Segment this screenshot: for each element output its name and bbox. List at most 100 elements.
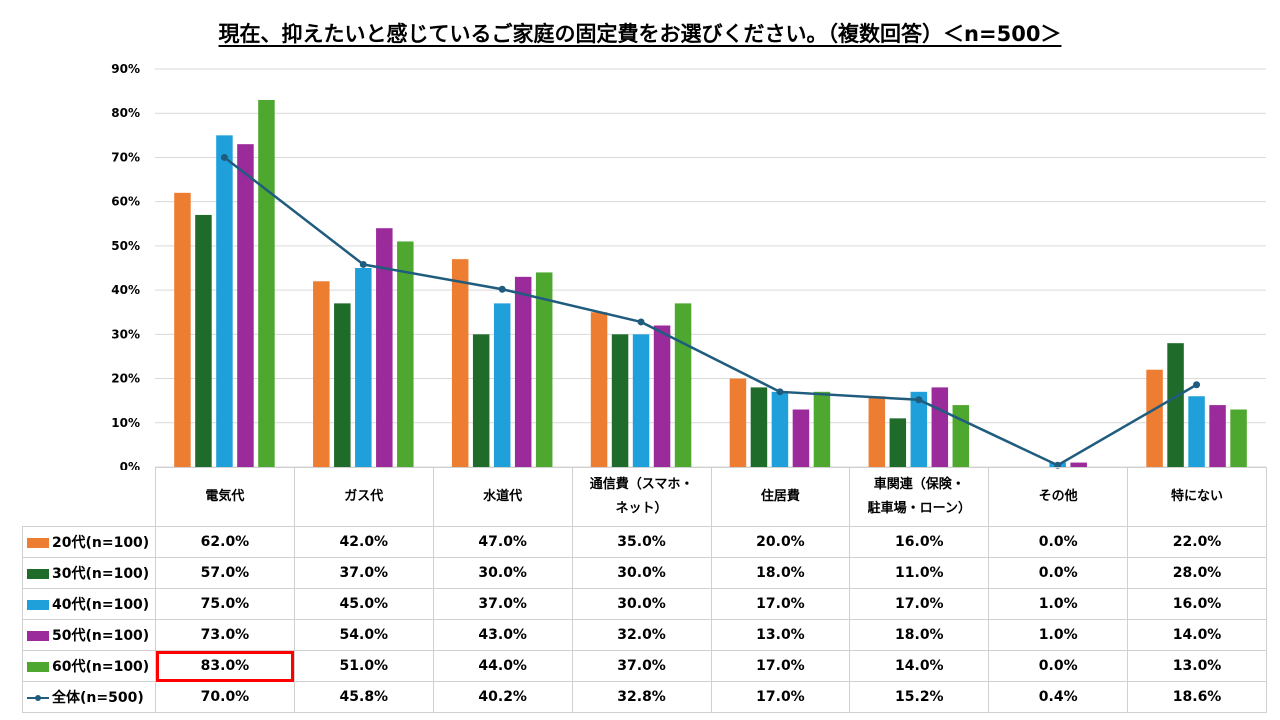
bar bbox=[313, 281, 330, 467]
legend-key bbox=[27, 600, 49, 610]
bar bbox=[493, 303, 511, 467]
line-point bbox=[637, 318, 645, 326]
bar bbox=[216, 135, 233, 468]
bar bbox=[611, 334, 629, 467]
legend-label: 20代(n=100) bbox=[52, 535, 150, 551]
data-label: 45.8% bbox=[293, 681, 434, 713]
bar bbox=[1146, 369, 1163, 467]
data-label: 13.0% bbox=[1127, 650, 1267, 682]
data-label: 13.0% bbox=[710, 619, 851, 651]
line-point bbox=[220, 153, 228, 161]
data-label: 51.0% bbox=[293, 650, 434, 682]
bar bbox=[729, 378, 747, 467]
y-tick-label: 50% bbox=[111, 239, 140, 253]
data-label: 70.0% bbox=[155, 681, 295, 713]
bar bbox=[174, 192, 191, 468]
bar bbox=[792, 409, 810, 467]
bar bbox=[952, 405, 970, 467]
y-tick-label: 60% bbox=[111, 195, 140, 209]
data-label: 30.0% bbox=[432, 557, 573, 589]
bar bbox=[632, 334, 650, 467]
data-label: 14.0% bbox=[1127, 619, 1267, 651]
data-label: 37.0% bbox=[571, 650, 712, 682]
data-label: 42.0% bbox=[293, 526, 434, 558]
y-tick-label: 30% bbox=[111, 327, 140, 341]
legend-key bbox=[27, 662, 49, 672]
data-label: 1.0% bbox=[988, 588, 1129, 620]
table-header-row: 電気代 ガス代 水道代 通信費（スマホ・ ネット） 住居費 車関連（保険・ 駐車場・ローン）そ… bbox=[22, 467, 1267, 527]
line-point bbox=[498, 285, 506, 293]
data-label: 18.0% bbox=[710, 557, 851, 589]
data-label: 47.0% bbox=[432, 526, 573, 558]
line-point bbox=[776, 388, 784, 396]
y-tick-label: 70% bbox=[111, 150, 140, 164]
data-label: 14.0% bbox=[849, 650, 990, 682]
data-label: 37.0% bbox=[293, 557, 434, 589]
bar bbox=[376, 228, 393, 467]
data-label: 18.0% bbox=[849, 619, 990, 651]
data-label: 30.0% bbox=[571, 588, 712, 620]
bar bbox=[451, 259, 469, 467]
data-label: 16.0% bbox=[849, 526, 990, 558]
bar bbox=[813, 391, 831, 467]
data-label: 16.0% bbox=[1127, 588, 1267, 620]
legend-label: 50代(n=100) bbox=[52, 628, 150, 644]
data-label: 37.0% bbox=[432, 588, 573, 620]
bars bbox=[174, 99, 1247, 468]
data-table: 電気代 ガス代 水道代 通信費（スマホ・ ネット） 住居費 車関連（保険・ 駐車場・ローン）そ… bbox=[22, 467, 1267, 713]
bar bbox=[1188, 396, 1205, 467]
y-tick-label: 10% bbox=[111, 416, 140, 430]
bar bbox=[535, 272, 553, 467]
total-line bbox=[220, 153, 1201, 469]
bar bbox=[868, 396, 886, 467]
y-axis-ticks: 0% 10% 20% 30% 40% 50% 60% 70% 80% 90% bbox=[111, 62, 140, 470]
y-tick-label: 80% bbox=[111, 106, 140, 120]
bar bbox=[1167, 343, 1184, 467]
data-label: 43.0% bbox=[432, 619, 573, 651]
data-label: 35.0% bbox=[571, 526, 712, 558]
bar bbox=[258, 99, 275, 467]
bar bbox=[472, 334, 490, 467]
bar bbox=[931, 387, 949, 467]
legend-entry: 40代(n=100) bbox=[22, 588, 156, 620]
data-label: 54.0% bbox=[293, 619, 434, 651]
data-label: 30.0% bbox=[571, 557, 712, 589]
data-label: 18.6% bbox=[1127, 681, 1267, 713]
table-row: 60代(n=100) 83.0% 51.0% 44.0% 37.0% 17.0% 14.0%… bbox=[22, 650, 1267, 682]
bar bbox=[1230, 409, 1247, 467]
category-label: ガス代 bbox=[293, 467, 434, 527]
bar bbox=[590, 312, 608, 467]
bar bbox=[910, 391, 928, 467]
bar bbox=[889, 418, 907, 467]
legend-key bbox=[27, 569, 49, 579]
table-row: 全体(n=500) 70.0% 45.8% 40.2% 32.8% 17.0% 15.2% 0… bbox=[22, 681, 1267, 713]
data-label: 22.0% bbox=[1127, 526, 1267, 558]
bar bbox=[237, 144, 254, 467]
category-label: 通信費（スマホ・ ネット） bbox=[571, 467, 712, 527]
table-row: 40代(n=100) 75.0% 45.0% 37.0% 30.0% 17.0% 17.0%… bbox=[22, 588, 1267, 620]
line-point bbox=[359, 260, 367, 268]
data-label: 0.0% bbox=[988, 557, 1129, 589]
y-tick-label: 40% bbox=[111, 283, 140, 297]
legend-entry: 全体(n=500) bbox=[22, 681, 156, 713]
data-label: 75.0% bbox=[155, 588, 295, 620]
data-label: 11.0% bbox=[849, 557, 990, 589]
table-row: 50代(n=100) 73.0% 54.0% 43.0% 32.0% 13.0% 18.0%… bbox=[22, 619, 1267, 651]
data-label: 32.0% bbox=[571, 619, 712, 651]
chart-title: 現在、抑えたいと感じているご家庭の固定費をお選びください。（複数回答）＜n=50… bbox=[0, 18, 1280, 48]
chart-plot-area: 0% 10% 20% 30% 40% 50% 60% 70% 80% 90% bbox=[111, 62, 1266, 470]
data-label: 40.2% bbox=[432, 681, 573, 713]
table-corner bbox=[22, 467, 156, 527]
data-label: 62.0% bbox=[155, 526, 295, 558]
category-label: その他 bbox=[988, 467, 1129, 527]
bar bbox=[397, 241, 414, 467]
legend-entry: 30代(n=100) bbox=[22, 557, 156, 589]
data-label: 20.0% bbox=[710, 526, 851, 558]
y-tick-label: 0% bbox=[120, 460, 140, 470]
data-label: 17.0% bbox=[710, 650, 851, 682]
line-point bbox=[1193, 381, 1201, 389]
bar bbox=[674, 303, 692, 467]
data-label: 45.0% bbox=[293, 588, 434, 620]
data-label: 83.0% bbox=[155, 650, 295, 682]
bar bbox=[334, 303, 351, 467]
